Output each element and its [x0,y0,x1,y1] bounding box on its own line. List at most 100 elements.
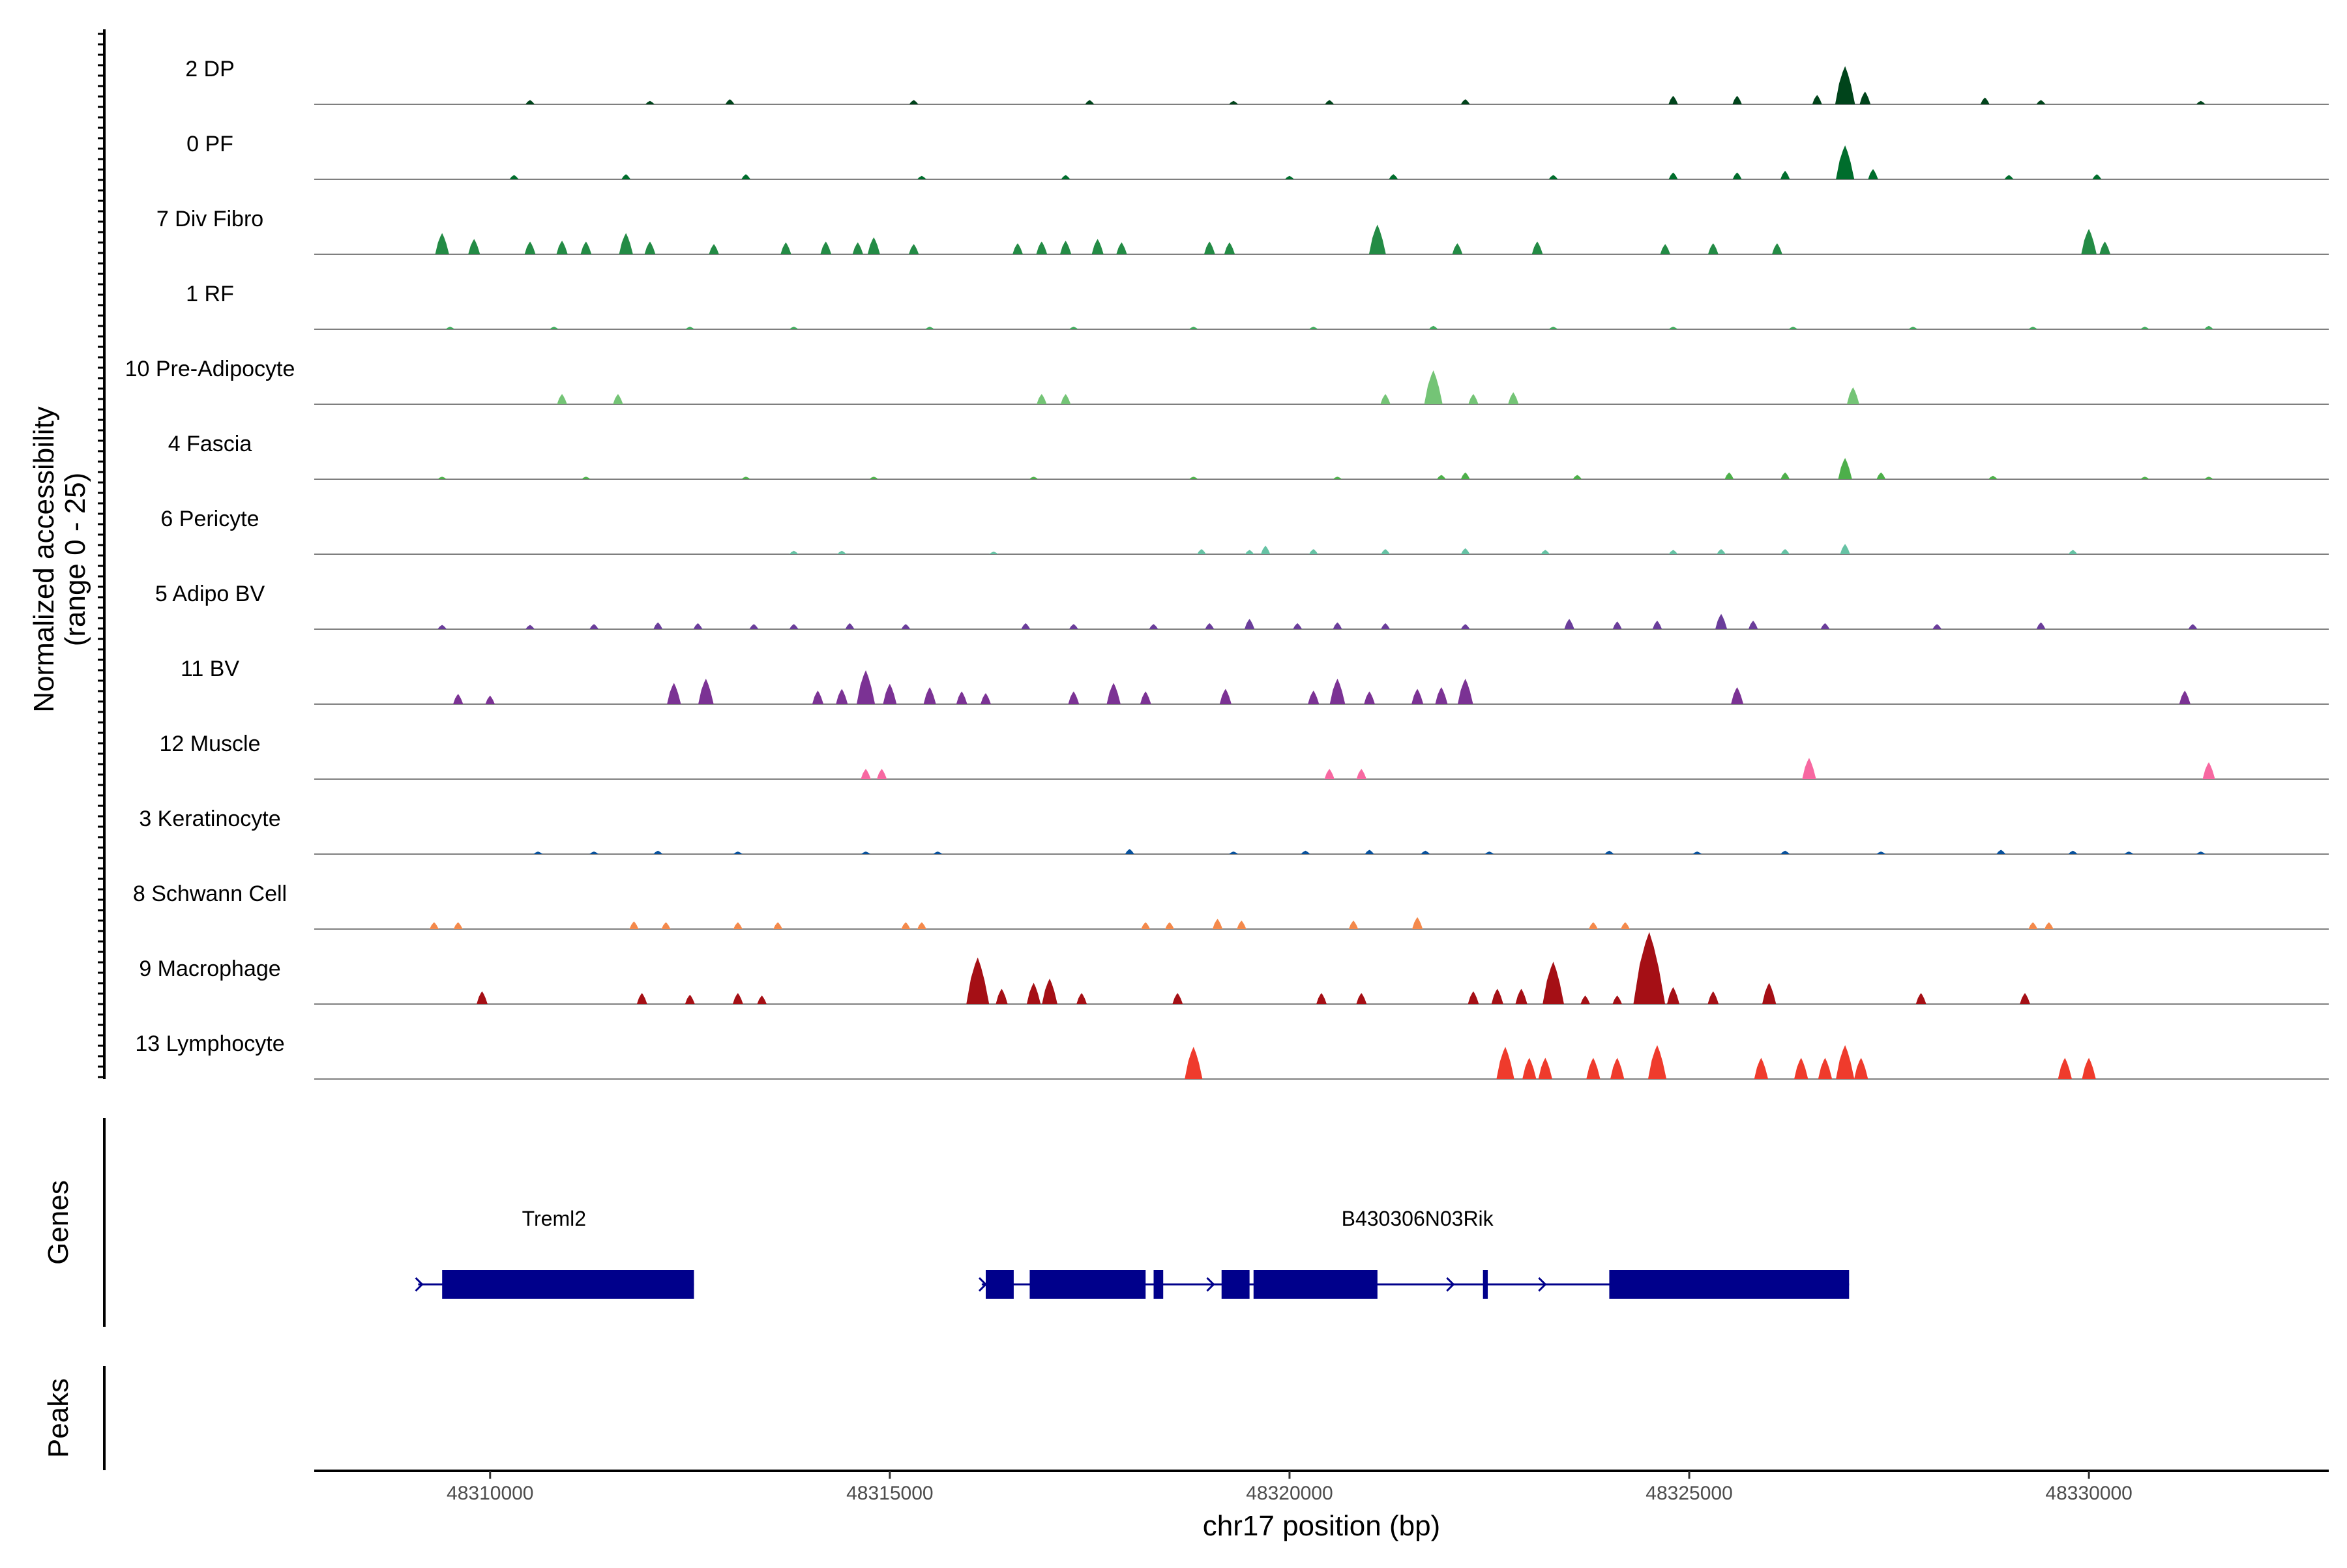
coverage-peak [989,552,999,554]
coverage-peak [1915,993,1926,1004]
coverage-peak [468,239,480,254]
coverage-peak [589,624,599,629]
coverage-peak [1037,394,1047,404]
coverage-peak [1333,622,1342,629]
gene-name-label: Treml2 [522,1207,586,1230]
track: 0 PF [186,132,2329,180]
coverage-peak [524,241,536,254]
y-axis-title-line2: (range 0 - 25) [59,473,91,647]
coverage-peak [1988,475,1998,479]
coverage-peak [1491,988,1503,1004]
coverage-peak [1586,1058,1601,1079]
coverage-peak [613,394,623,404]
coverage-peak [1620,922,1630,929]
coverage-peak [1707,243,1719,254]
coverage-peak [1838,458,1852,479]
coverage-peak [453,922,463,929]
coverage-peak [1428,325,1438,329]
coverage-peak [1284,175,1294,179]
gene-model: Treml2 [415,1207,694,1299]
coverage-peak [1522,1058,1537,1079]
coverage-peak [1580,996,1590,1004]
coverage-peak [525,625,535,629]
coverage-peak [1460,624,1470,629]
track-label: 12 Muscle [160,732,261,756]
coverage-peak [1069,624,1078,629]
coverage-peak [580,241,592,254]
coverage-peak [1515,988,1528,1004]
coverage-peak [1237,921,1247,929]
coverage-peak [1780,850,1790,854]
coverage-peak [836,688,848,704]
coverage-peak [925,327,935,329]
coverage-peak [1548,175,1558,179]
coverage-peak [966,957,990,1004]
coverage-peak [1762,983,1777,1004]
gene-exon [1253,1270,1378,1299]
coverage-peak [1731,687,1744,704]
coverage-peak [732,993,743,1004]
coverage-peak [1660,244,1670,254]
coverage-peak [1788,327,1798,329]
coverage-peak [1424,370,1443,404]
coverage-peak [2028,327,2038,329]
x-tick-label: 48310000 [447,1483,533,1504]
coverage-peak [667,683,681,704]
coverage-peak [1717,549,1726,554]
coverage-peak [901,922,911,929]
coverage-peak [1460,99,1470,104]
coverage-peak [1572,475,1582,479]
coverage-peak [1188,327,1198,329]
coverage-peak [2188,624,2198,629]
coverage-peak [1069,327,1078,329]
coverage-peak [685,994,695,1004]
coverage-peak [908,244,919,254]
gene-exon [1153,1270,1164,1299]
coverage-peak [1316,993,1327,1004]
coverage-peak [883,683,897,704]
coverage-peak [780,242,791,254]
coverage-peak [1692,851,1702,854]
coverage-peak [1188,477,1198,479]
track-label: 13 Lymphocyte [135,1031,284,1056]
coverage-peak [1185,1046,1203,1079]
coverage-peak [477,991,488,1004]
coverage-peak [1802,758,1816,779]
coverage-peak [1859,91,1871,104]
track: 9 Macrophage [139,932,2329,1005]
coverage-peak [1333,477,1342,479]
coverage-peak [1771,243,1782,254]
coverage-peak [1324,769,1335,779]
coverage-peak [437,477,447,479]
coverage-peak [1308,327,1318,329]
track-label: 5 Adipo BV [155,582,265,606]
coverage-peak [1732,96,1742,104]
coverage-peak [1229,851,1239,854]
coverage-peak [861,769,871,779]
coverage-peak [2204,325,2214,329]
coverage-peak [2140,477,2149,479]
x-axis-title: chr17 position (bp) [1203,1510,1440,1542]
gene-name-label: B430306N03Rik [1342,1207,1494,1230]
coverage-peak [2082,1058,2096,1079]
track-label: 2 DP [185,57,235,81]
coverage-peak [1245,550,1254,554]
x-tick-label: 48320000 [1246,1483,1333,1504]
coverage-peak [1219,688,1232,704]
coverage-peak [741,477,751,479]
coverage-peak [1876,851,1886,854]
track: 1 RF [186,282,2329,330]
coverage-peak [1325,100,1335,104]
coverage-peak [1460,548,1470,554]
coverage-peak [2202,762,2215,779]
coverage-peak [1612,621,1622,629]
coverage-peak [1980,97,1990,104]
coverage-peak [725,99,735,104]
gene-exon [986,1270,1014,1299]
track: 5 Adipo BV [155,582,2329,630]
strand-arrow [1446,1277,1455,1292]
coverage-peak [1780,472,1790,479]
coverage-peak [685,327,695,329]
coverage-peak [1026,983,1041,1004]
